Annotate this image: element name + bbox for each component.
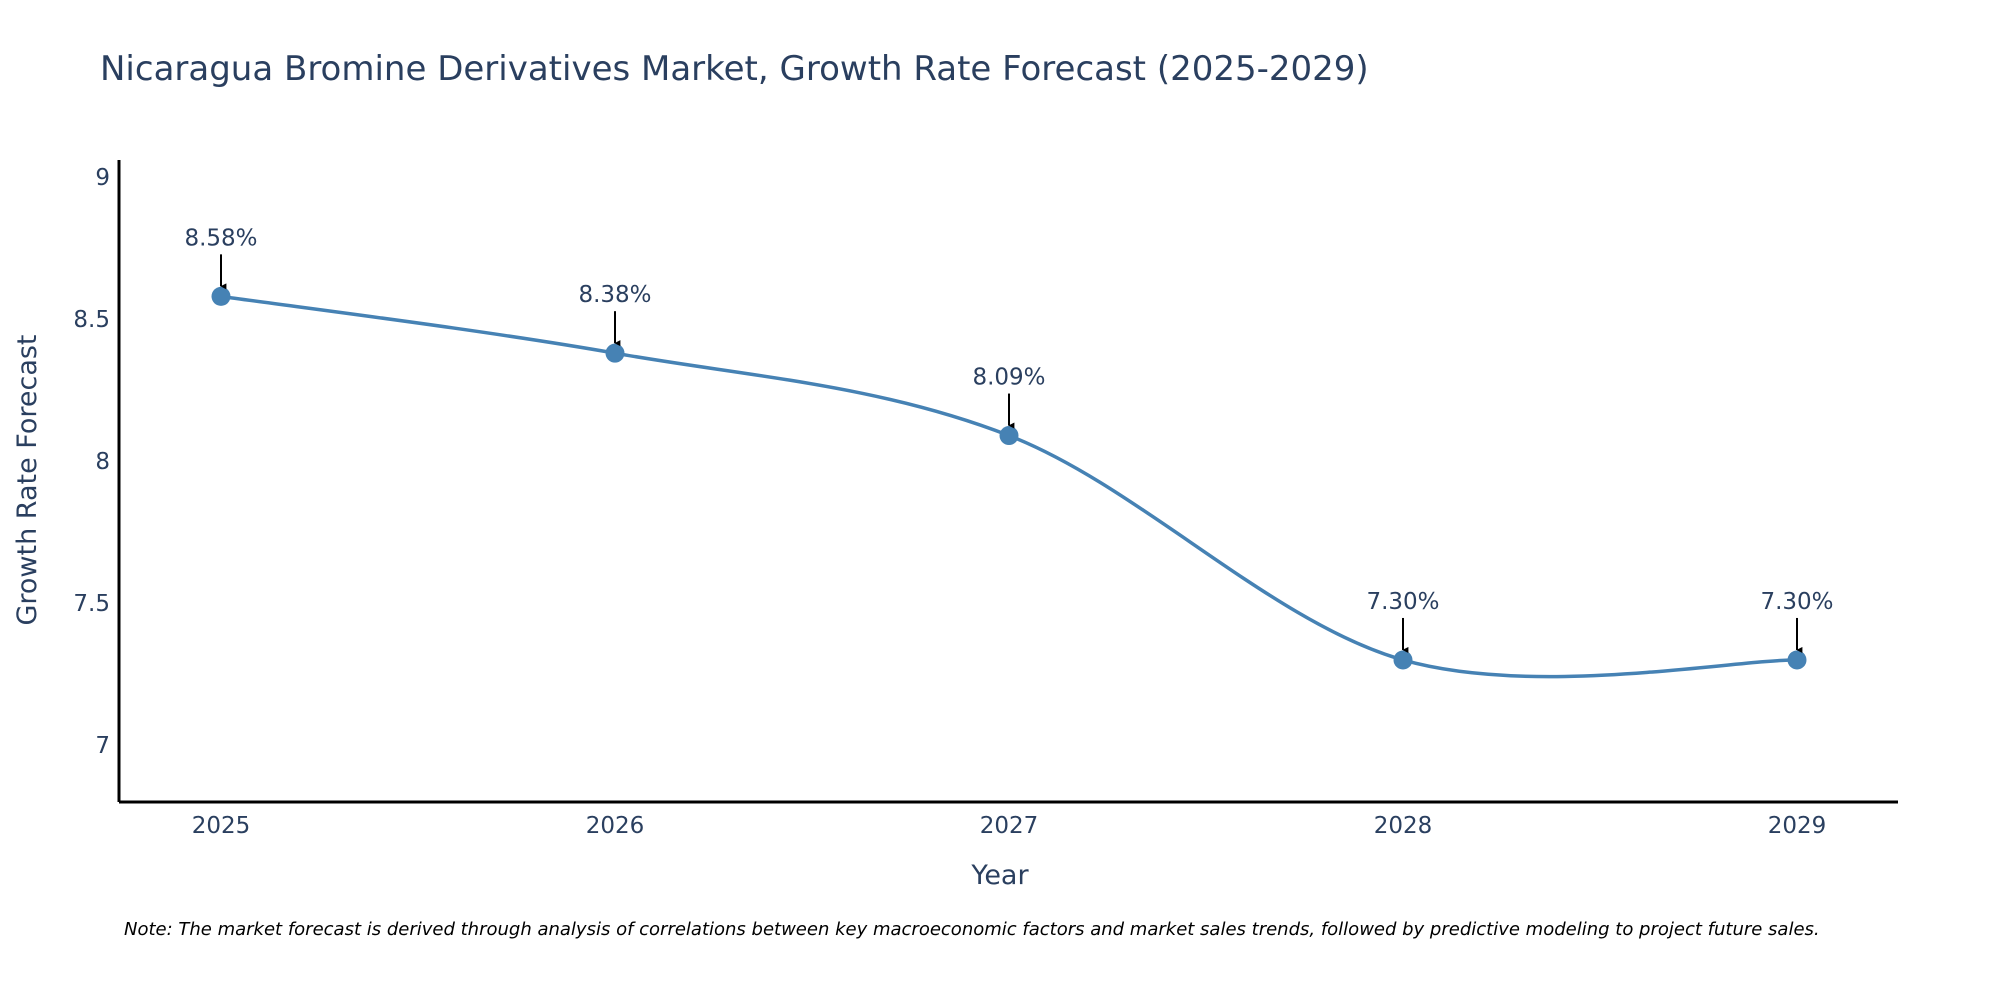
y-tick-label: 8.5: [73, 307, 110, 333]
x-tick-label: 2026: [586, 813, 645, 839]
x-tick-label: 2027: [980, 813, 1039, 839]
y-tick-label: 7: [95, 733, 110, 759]
footnote: Note: The market forecast is derived thr…: [124, 919, 1820, 940]
x-tick-label: 2025: [192, 813, 251, 839]
data-point: [1393, 650, 1413, 670]
data-label: 8.09%: [972, 365, 1045, 391]
x-tick-label: 2029: [1768, 813, 1827, 839]
data-point: [999, 426, 1019, 446]
data-point: [605, 343, 625, 363]
y-axis-title: Growth Rate Forecast: [12, 334, 43, 625]
data-point: [211, 286, 231, 306]
data-label: 8.38%: [578, 282, 651, 308]
y-tick-label: 8: [95, 449, 110, 475]
plot-area: 7 7.5 8 8.5 9 2025 2026 2027 2028 2029 8.58% 8.38% 8…: [73, 160, 1898, 839]
data-label: 7.30%: [1760, 589, 1833, 615]
data-label: 7.30%: [1366, 589, 1439, 615]
chart-title: Nicaragua Bromine Derivatives Market, Gr…: [100, 49, 1369, 89]
x-tick-label: 2028: [1374, 813, 1433, 839]
series-line: [220, 294, 1798, 679]
y-tick-label: 7.5: [73, 591, 110, 617]
y-tick-label: 9: [95, 165, 110, 191]
data-label: 8.58%: [184, 225, 257, 251]
data-point: [1787, 650, 1807, 670]
x-axis-title: Year: [970, 860, 1029, 891]
